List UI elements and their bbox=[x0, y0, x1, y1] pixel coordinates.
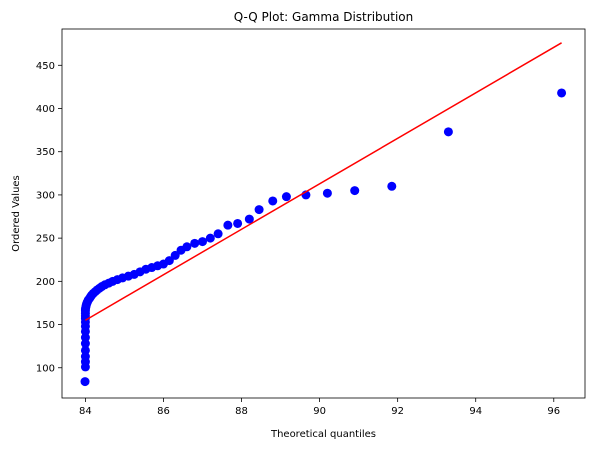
x-tick-label: 92 bbox=[391, 406, 404, 417]
data-point bbox=[387, 181, 397, 191]
x-tick-label: 84 bbox=[79, 406, 92, 417]
x-tick-label: 90 bbox=[313, 406, 326, 417]
data-point bbox=[80, 345, 90, 355]
data-point bbox=[557, 88, 567, 98]
y-tick-label: 450 bbox=[36, 61, 55, 72]
data-point bbox=[268, 196, 278, 206]
data-point bbox=[233, 218, 243, 228]
plot-frame bbox=[61, 28, 586, 399]
x-tick-label: 96 bbox=[547, 406, 560, 417]
data-point bbox=[213, 229, 223, 239]
x-tick-label: 88 bbox=[235, 406, 248, 417]
data-point bbox=[205, 233, 215, 243]
data-point bbox=[164, 256, 174, 266]
y-tick-label: 150 bbox=[36, 320, 55, 331]
y-tick-label: 100 bbox=[36, 363, 55, 374]
data-point bbox=[443, 127, 453, 137]
y-tick-label: 300 bbox=[36, 190, 55, 201]
y-tick-label: 350 bbox=[36, 147, 55, 158]
data-point bbox=[322, 188, 332, 198]
y-axis-label: Ordered Values bbox=[11, 175, 22, 252]
x-axis-label: Theoretical quantiles bbox=[270, 429, 376, 440]
plot-marks bbox=[80, 42, 567, 387]
x-tick-label: 94 bbox=[469, 406, 482, 417]
chart-title: Q-Q Plot: Gamma Distribution bbox=[234, 10, 414, 24]
data-point bbox=[80, 377, 90, 387]
data-point bbox=[254, 205, 264, 215]
y-tick-label: 200 bbox=[36, 277, 55, 288]
x-tick-label: 86 bbox=[157, 406, 170, 417]
data-point bbox=[190, 238, 200, 248]
data-point bbox=[281, 192, 291, 202]
data-point bbox=[182, 242, 192, 252]
data-point bbox=[223, 220, 233, 230]
data-point bbox=[244, 214, 254, 224]
reference-fit-line bbox=[85, 42, 562, 321]
y-tick-label: 400 bbox=[36, 104, 55, 115]
y-tick-label: 250 bbox=[36, 234, 55, 245]
data-point bbox=[350, 186, 360, 196]
y-axis-ticks: 100 150 200 250 300 350 400 450 bbox=[36, 61, 62, 374]
data-point bbox=[170, 250, 180, 260]
x-axis-ticks: 84 86 88 90 92 94 96 bbox=[79, 398, 560, 417]
data-point bbox=[198, 237, 208, 247]
